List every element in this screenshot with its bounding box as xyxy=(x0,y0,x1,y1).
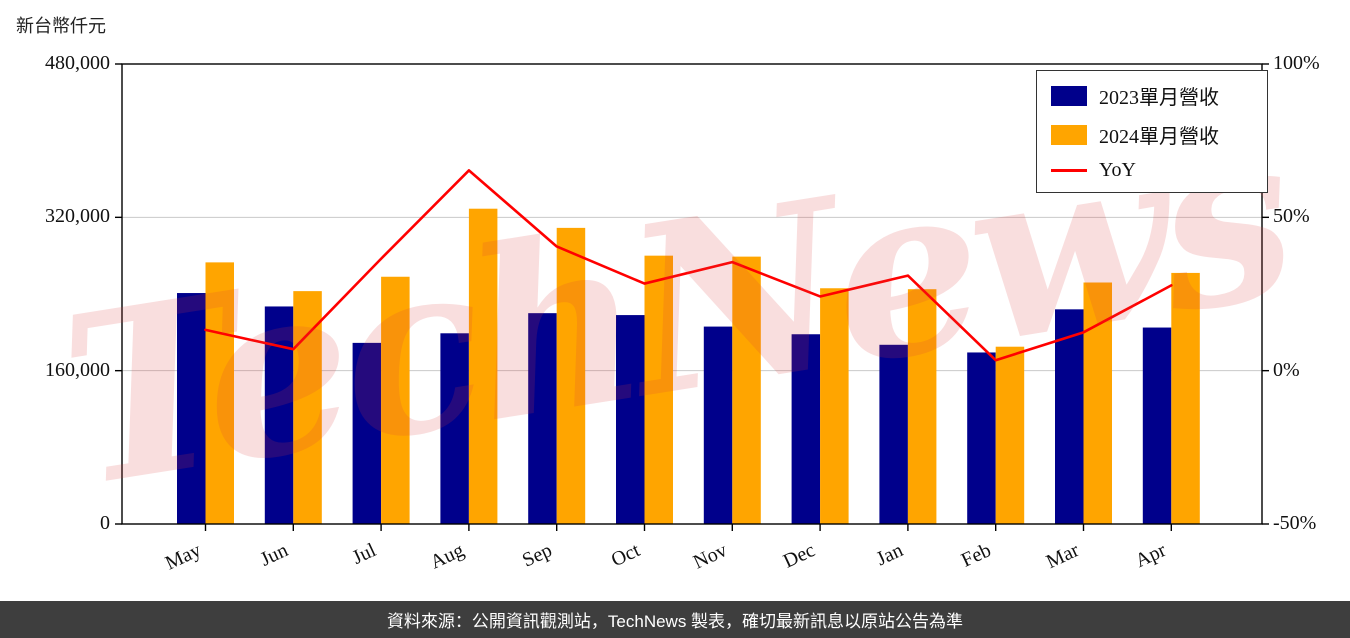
bar-2024-Apr xyxy=(1171,272,1200,524)
legend-label-2023: 2023單月營收 xyxy=(1099,87,1219,109)
yoy-line xyxy=(204,169,1173,362)
bar-2024-Oct xyxy=(644,255,673,524)
plot-border xyxy=(121,63,1263,525)
bar-2024-Aug xyxy=(468,208,498,525)
bar-2024-Jun xyxy=(293,291,322,524)
legend-swatch-2023 xyxy=(1051,85,1087,106)
axis-unit-label: 新台幣仟元 xyxy=(16,16,106,36)
bar-2024-Sep xyxy=(556,227,586,524)
legend-label-2024: 2024單月營收 xyxy=(1099,126,1219,148)
y-axis-left-label-320,000: 320,000 xyxy=(45,205,110,228)
bar-2023-Nov xyxy=(703,326,733,524)
y-axis-left-label-0: 0 xyxy=(100,512,110,534)
legend-swatch-2024 xyxy=(1051,124,1087,145)
footer-source-bar: 資料來源：公開資訊觀測站，TechNews 製表，確切最新訊息以原站公告為準 xyxy=(0,601,1350,638)
y-axis-right-label-100%: 100% xyxy=(1273,52,1320,74)
legend-label-yoy: YoY xyxy=(1099,159,1136,181)
bar-2024-Nov xyxy=(732,256,761,524)
bar-2023-Apr xyxy=(1142,327,1172,524)
bar-2024-May xyxy=(205,262,234,524)
bar-2023-Dec xyxy=(791,334,821,524)
legend-swatch-yoy-line xyxy=(1051,169,1087,172)
bar-2023-Mar xyxy=(1055,309,1084,524)
legend: 2023單月營收 2024單月營收 YoY xyxy=(1036,70,1268,193)
y-axis-right-label--50%: -50% xyxy=(1273,512,1317,534)
legend-item-2023: 2023單月營收 xyxy=(1051,81,1253,110)
bar-2023-Jun xyxy=(264,306,294,524)
y-axis-right-label-50%: 50% xyxy=(1273,205,1310,228)
bar-2023-Oct xyxy=(616,315,645,524)
y-axis-left-label-160,000: 160,000 xyxy=(45,358,110,381)
bar-2024-Feb xyxy=(995,346,1025,524)
y-axis-right-label-0%: 0% xyxy=(1273,358,1300,381)
bar-2023-Sep xyxy=(528,313,557,524)
bar-2023-Jul xyxy=(352,342,382,524)
bar-2024-Jul xyxy=(381,276,410,524)
legend-item-2024: 2024單月營收 xyxy=(1051,120,1253,149)
bar-2023-Aug xyxy=(440,333,469,524)
bar-2023-Feb xyxy=(967,352,996,524)
bar-2024-Dec xyxy=(820,288,849,524)
bar-2023-May xyxy=(177,293,206,524)
legend-item-yoy: YoY xyxy=(1051,159,1253,182)
bar-2023-Jan xyxy=(879,344,908,524)
bar-2024-Mar xyxy=(1083,282,1112,524)
bar-2024-Jan xyxy=(907,289,937,524)
y-axis-left-label-480,000: 480,000 xyxy=(45,52,110,74)
